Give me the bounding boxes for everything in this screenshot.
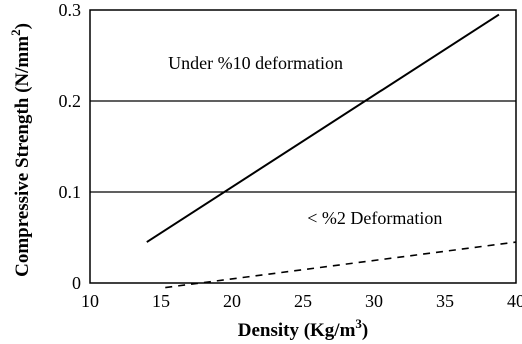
x-tick-label: 10: [81, 291, 99, 311]
annotation-1: < %2 Deformation: [307, 208, 442, 228]
annotation-0: Under %10 deformation: [168, 53, 343, 73]
x-tick-label: 20: [223, 291, 241, 311]
series-solid-line: [146, 13, 500, 243]
series-dashed-line: [165, 241, 517, 289]
y-axis-label-main: Compressive Strength (N/mm: [12, 36, 33, 277]
tick-labels: 10 15 20 25 30 35 40 0 0.1 0.2 0.3: [59, 0, 522, 311]
y-tick-label: 0.2: [59, 91, 82, 111]
y-axis-label-end: ): [12, 23, 33, 29]
plot-frame: [89, 9, 517, 284]
x-tick-label: 30: [365, 291, 383, 311]
y-tick-label: 0: [72, 273, 81, 293]
y-axis-label-superscript: 2: [8, 29, 23, 36]
x-tick-label: 25: [294, 291, 312, 311]
x-axis-label-main: Density (Kg/m: [238, 320, 356, 341]
x-axis-label-end: ): [362, 320, 368, 341]
annotations: Under %10 deformation < %2 Deformation: [168, 53, 442, 228]
y-tick-label: 0.1: [59, 182, 82, 202]
x-axis-label: Density (Kg/m3): [238, 316, 369, 341]
y-axis-label: Compressive Strength (N/mm2): [8, 23, 33, 277]
x-tick-label: 35: [436, 291, 454, 311]
y-tick-label: 0.3: [59, 0, 82, 20]
grid-lines: [90, 100, 516, 193]
x-axis-label-superscript: 3: [355, 316, 362, 331]
x-tick-label: 40: [507, 291, 522, 311]
series-lines: [146, 13, 517, 289]
x-tick-label: 15: [152, 291, 170, 311]
